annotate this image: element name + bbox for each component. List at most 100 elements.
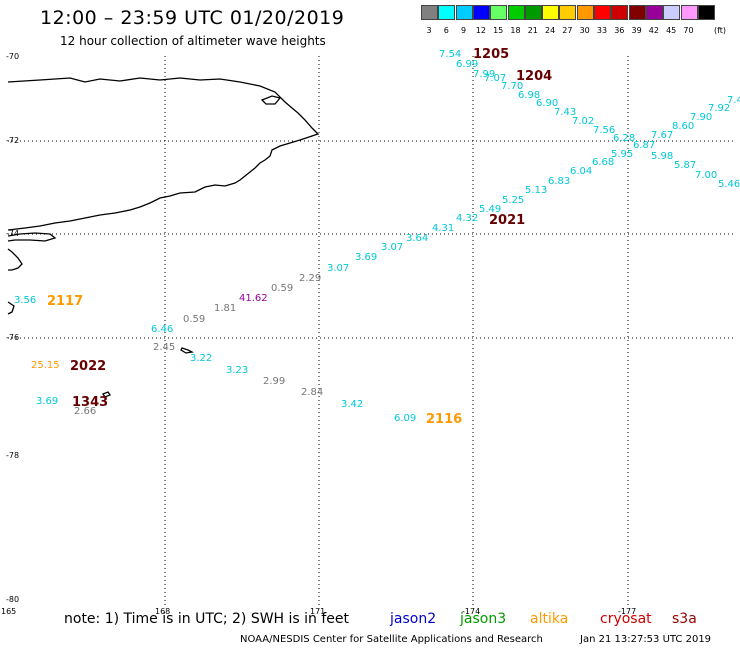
wave-height-value: 2.99	[263, 376, 286, 387]
wave-height-value: 25.15	[31, 360, 60, 371]
wave-height-value: 7.54	[439, 49, 462, 60]
track-time-label: 1204	[516, 69, 553, 84]
wave-height-value: 6.46	[151, 324, 174, 335]
wave-height-value: 7.70	[501, 81, 524, 92]
legend-label: 12	[475, 26, 486, 35]
lon-label: 165	[1, 607, 17, 616]
lat-label: -70	[6, 52, 20, 61]
map-title: 12:00 – 23:59 UTC 01/20/2019	[40, 7, 345, 29]
legend-unit: (ft)	[714, 26, 727, 35]
legend-swatch	[472, 5, 490, 20]
generated-timestamp: Jan 21 13:27:53 UTC 2019	[580, 634, 712, 645]
legend-label: 9	[461, 26, 467, 35]
legend-swatch	[559, 5, 577, 20]
legend-label: 30	[579, 26, 590, 35]
track-time-label: 2021	[489, 213, 526, 228]
wave-height-value: 7.07	[484, 73, 507, 84]
legend-swatch	[421, 5, 438, 20]
legend-label: 42	[648, 26, 659, 35]
wave-height-value: 8.60	[672, 121, 695, 132]
track-time-label: 2117	[47, 294, 84, 309]
wave-height-value: 2.84	[301, 387, 324, 398]
legend-swatch	[438, 5, 456, 20]
wave-height-value: 0.59	[271, 283, 294, 294]
legend-swatch	[594, 5, 611, 20]
legend-swatch	[680, 5, 698, 20]
legend-label: 15	[493, 26, 504, 35]
wave-height-value: 3.69	[36, 396, 59, 407]
wave-height-value: 2.29	[299, 273, 322, 284]
wave-height-value: 6.98	[518, 90, 541, 101]
lat-label: -80	[6, 595, 20, 604]
wave-height-value: 3.07	[327, 263, 350, 274]
track-time-label: 2116	[426, 412, 463, 427]
lat-label: -76	[6, 333, 20, 342]
wave-height-value: 5.49	[479, 204, 502, 215]
legend-swatch	[645, 5, 663, 20]
lat-label: -78	[6, 451, 20, 460]
legend-swatch	[507, 5, 525, 20]
wave-height-value: 5.87	[674, 160, 697, 171]
satellite-cryosat: cryosat	[600, 611, 652, 627]
legend-swatch	[524, 5, 542, 20]
wave-height-value: 3.23	[226, 365, 249, 376]
legend-swatch	[628, 5, 646, 20]
antarctic-coastline	[7, 77, 320, 398]
map-subtitle: 12 hour collection of altimeter wave hei…	[60, 34, 326, 48]
legend-swatch	[490, 5, 508, 20]
wave-height-value: 3.42	[341, 399, 364, 410]
wave-height-value: 2.66	[74, 406, 97, 417]
legend-label: 3	[426, 26, 432, 35]
legend-label: 70	[683, 26, 694, 35]
lon-label: 171	[310, 607, 326, 616]
wave-height-value: 5.13	[525, 185, 548, 196]
wave-height-value: 3.56	[14, 295, 37, 306]
wave-height-value: 1.81	[214, 303, 237, 314]
wave-height-value: 5.98	[651, 151, 674, 162]
wave-height-value: 3.64	[406, 233, 429, 244]
legend-label: 18	[510, 26, 521, 35]
lat-label: -72	[6, 136, 20, 145]
legend-label: 45	[666, 26, 677, 35]
wave-height-value: 7.90	[690, 112, 713, 123]
wave-height-value: 7.43	[554, 107, 577, 118]
wave-height-value: 4.31	[432, 223, 455, 234]
footer-note: note: 1) Time is in UTC; 2) SWH is in fe…	[64, 611, 350, 627]
wave-height-value: 6.28	[613, 133, 636, 144]
wave-height-value: 6.90	[536, 98, 559, 109]
satellite-s3a: s3a	[672, 611, 697, 627]
wave-height-value: 7.4	[727, 95, 740, 106]
satellite-jason3: jason3	[460, 611, 507, 627]
wave-height-value: 41.62	[239, 293, 268, 304]
legend-label: 21	[527, 26, 538, 35]
legend-swatch	[455, 5, 473, 20]
satellite-jason2: jason2	[390, 611, 437, 627]
wave-height-value: 6.87	[633, 140, 656, 151]
wave-height-value: 6.68	[592, 157, 615, 168]
wave-height-value: 0.59	[183, 314, 206, 325]
wave-height-value: 7.92	[708, 103, 731, 114]
wave-height-value: 5.46	[718, 179, 740, 190]
wave-height-value: 7.56	[593, 125, 616, 136]
lon-label: 168	[155, 607, 171, 616]
legend-label: 24	[545, 26, 556, 35]
satellite-altika: altika	[530, 611, 569, 627]
credit-text: NOAA/NESDIS Center for Satellite Applica…	[240, 634, 543, 645]
lat-label: -74	[6, 229, 20, 238]
wave-height-value: 7.67	[651, 130, 674, 141]
legend-label: 6	[443, 26, 449, 35]
graticule	[8, 56, 733, 607]
wave-height-value: 7.00	[695, 170, 718, 181]
wave-height-value: 3.07	[381, 242, 404, 253]
track-time-label: 1205	[473, 47, 510, 62]
wave-height-value: 4.32	[456, 213, 479, 224]
legend-swatch	[611, 5, 629, 20]
track-time-label: 2022	[70, 359, 107, 374]
wave-height-value: 2.45	[153, 342, 176, 353]
wave-height-value: 7.02	[572, 116, 595, 127]
wave-height-value: 5.25	[502, 195, 525, 206]
legend-label: 39	[631, 26, 642, 35]
track-time-label: 1343	[72, 395, 109, 410]
legend-label: 36	[614, 26, 625, 35]
